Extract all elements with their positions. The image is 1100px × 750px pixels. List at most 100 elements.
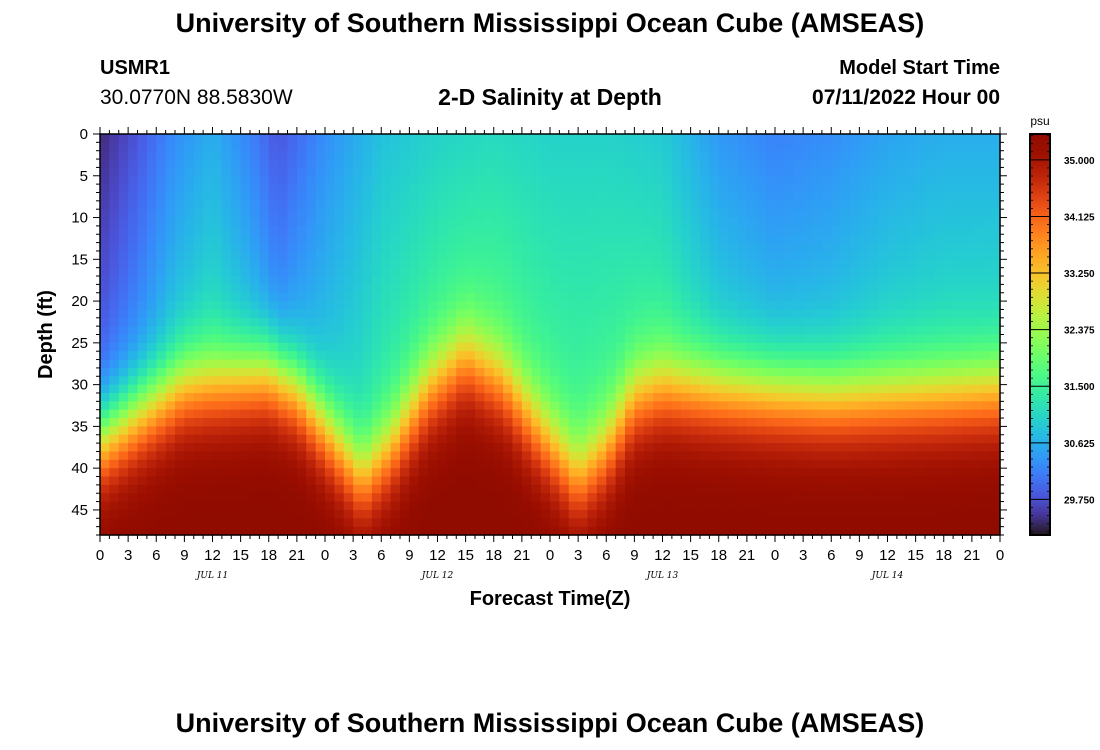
heatmap-cell: [700, 309, 710, 319]
heatmap-cell: [175, 342, 185, 352]
heatmap-cell: [371, 384, 382, 394]
heatmap-cell: [306, 484, 317, 494]
heatmap-cell: [371, 493, 382, 503]
heatmap-cell: [765, 175, 776, 185]
heatmap-cell: [334, 359, 345, 369]
heatmap-cell: [184, 476, 195, 486]
heatmap-cell: [746, 459, 757, 469]
heatmap-cell: [746, 351, 757, 361]
heatmap-cell: [643, 276, 654, 285]
heatmap-cell: [278, 509, 289, 519]
heatmap-cell: [925, 142, 935, 152]
heatmap-cell: [306, 267, 317, 277]
heatmap-cell: [634, 409, 645, 419]
heatmap-cell: [306, 459, 317, 469]
heatmap-cell: [137, 434, 148, 444]
heatmap-cell: [887, 276, 898, 285]
heatmap-cell: [465, 434, 476, 444]
heatmap-cell: [578, 418, 589, 427]
heatmap-cell: [109, 401, 120, 411]
heatmap-cell: [428, 284, 439, 294]
heatmap-cell: [625, 434, 635, 444]
heatmap-cell: [400, 334, 410, 344]
heatmap-cell: [165, 209, 176, 219]
heatmap-cell: [681, 401, 692, 411]
x-tick-label: 12: [204, 547, 221, 564]
heatmap-cell: [662, 184, 673, 194]
heatmap-cell: [475, 401, 485, 411]
heatmap-cell: [793, 217, 804, 227]
heatmap-cell: [306, 342, 317, 352]
heatmap-cell: [981, 209, 992, 219]
heatmap-cell: [390, 526, 401, 536]
heatmap-cell: [596, 200, 607, 210]
heatmap-cell: [709, 284, 720, 294]
heatmap-cell: [568, 334, 579, 344]
heatmap-cell: [906, 142, 917, 152]
heatmap-cell: [765, 418, 776, 427]
heatmap-cell: [493, 518, 504, 528]
heatmap-cell: [193, 376, 204, 386]
heatmap-cell: [756, 367, 767, 377]
heatmap-cell: [521, 468, 532, 478]
heatmap-cell: [250, 342, 260, 352]
heatmap-cell: [915, 267, 926, 277]
heatmap-cell: [671, 142, 682, 152]
heatmap-cell: [962, 192, 973, 202]
heatmap-cell: [315, 192, 326, 202]
heatmap-cell: [203, 392, 214, 402]
x-tick-label: 0: [321, 547, 329, 564]
heatmap-cell: [118, 468, 129, 478]
heatmap-cell: [409, 234, 420, 244]
heatmap-cell: [728, 309, 739, 319]
heatmap-cell: [456, 359, 467, 369]
heatmap-cell: [503, 459, 514, 469]
heatmap-cell: [175, 509, 185, 519]
heatmap-cell: [446, 418, 457, 427]
heatmap-cell: [700, 142, 710, 152]
heatmap-cell: [568, 250, 579, 260]
heatmap-cell: [531, 484, 542, 494]
heatmap-cell: [296, 242, 307, 252]
heatmap-cell: [784, 376, 795, 386]
heatmap-cell: [250, 392, 260, 402]
heatmap-cell: [184, 292, 195, 302]
heatmap-cell: [475, 426, 485, 436]
heatmap-cell: [859, 209, 870, 219]
heatmap-cell: [821, 259, 832, 269]
heatmap-cell: [371, 317, 382, 327]
heatmap-cell: [868, 509, 879, 519]
heatmap-cell: [343, 418, 354, 427]
heatmap-cell: [587, 443, 598, 453]
heatmap-cell: [512, 376, 523, 386]
heatmap-cell: [128, 376, 139, 386]
heatmap-cell: [475, 409, 485, 419]
heatmap-cell: [568, 434, 579, 444]
heatmap-cell: [343, 334, 354, 344]
heatmap-cell: [906, 217, 917, 227]
heatmap-cell: [850, 209, 860, 219]
heatmap-cell: [803, 209, 814, 219]
heatmap-cell: [550, 200, 560, 210]
heatmap-cell: [934, 184, 945, 194]
heatmap-cell: [100, 384, 110, 394]
heatmap-cell: [465, 509, 476, 519]
heatmap-cell: [175, 259, 185, 269]
heatmap-cell: [512, 167, 523, 177]
heatmap-cell: [296, 418, 307, 427]
heatmap-cell: [531, 509, 542, 519]
heatmap-cell: [221, 326, 232, 336]
heatmap-cell: [409, 267, 420, 277]
heatmap-cell: [315, 451, 326, 461]
heatmap-cell: [193, 401, 204, 411]
heatmap-cell: [503, 501, 514, 511]
heatmap-cell: [803, 301, 814, 311]
heatmap-cell: [587, 234, 598, 244]
heatmap-cell: [596, 150, 607, 160]
heatmap-cell: [296, 142, 307, 152]
heatmap-cell: [709, 326, 720, 336]
heatmap-cell: [653, 526, 664, 536]
heatmap-cell: [128, 184, 139, 194]
heatmap-cell: [100, 175, 110, 185]
x-tick-label: 18: [710, 547, 727, 564]
